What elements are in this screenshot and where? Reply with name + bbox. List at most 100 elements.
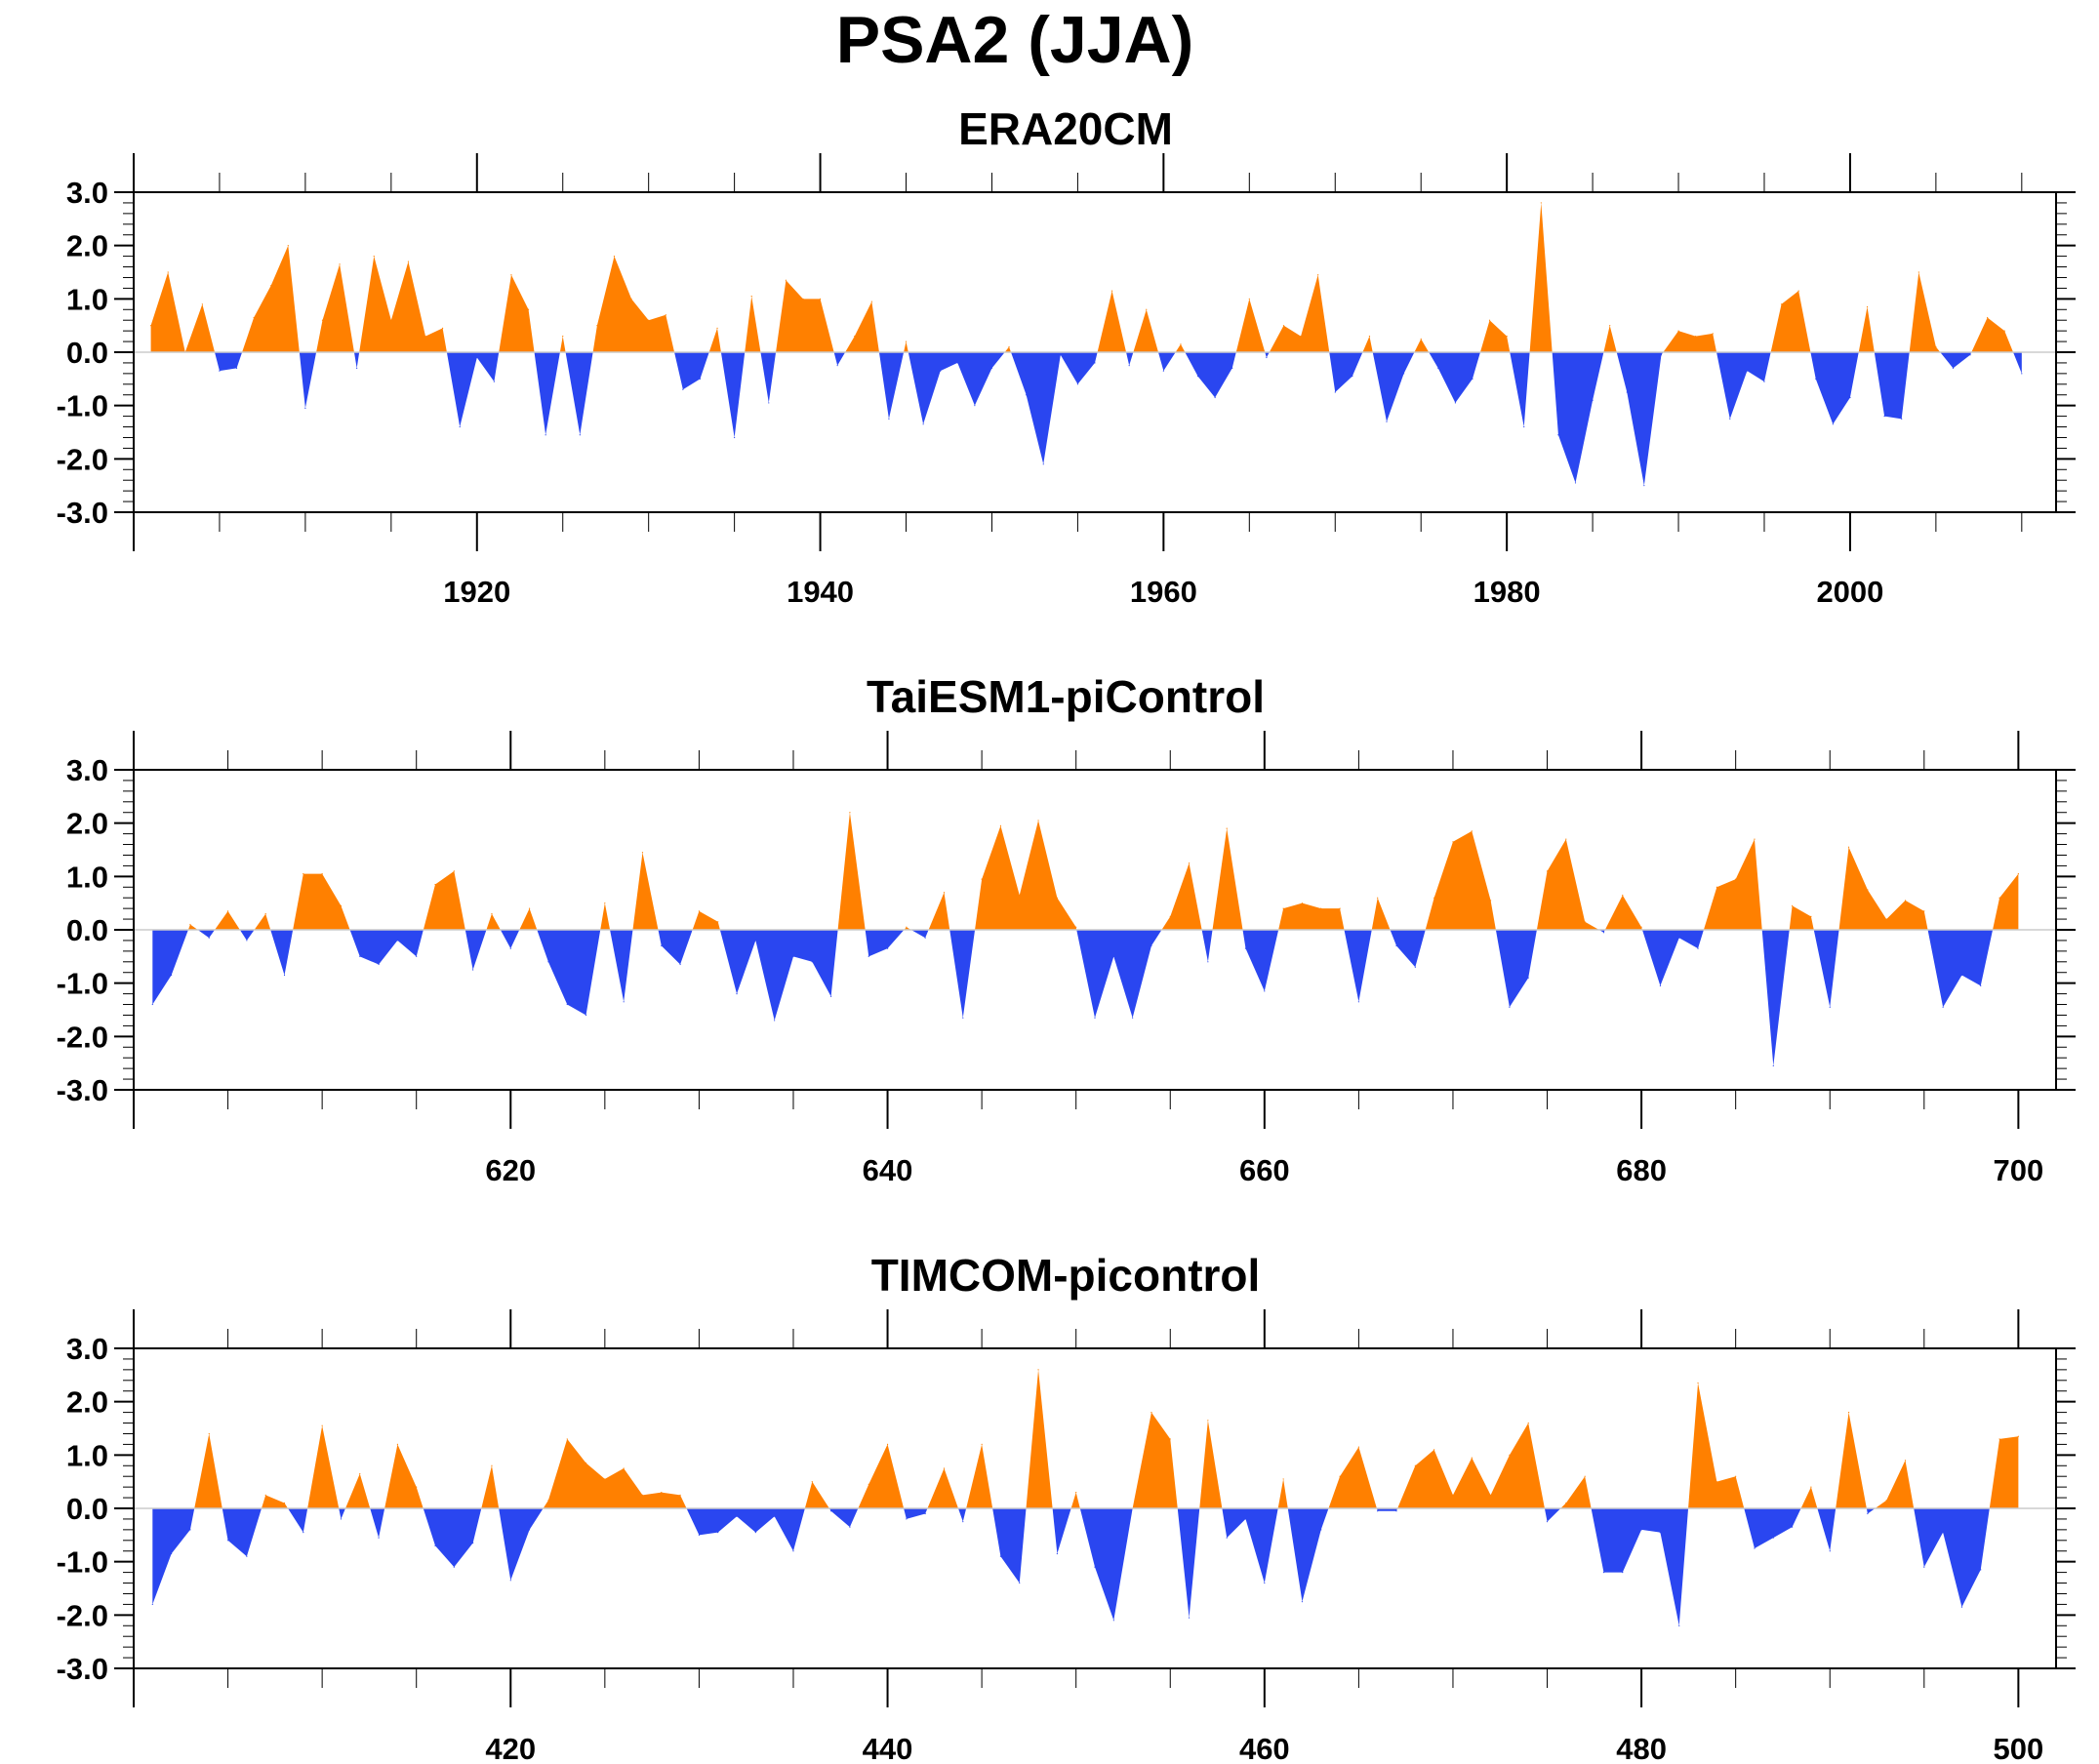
data-point <box>201 303 203 305</box>
data-point <box>1266 356 1268 359</box>
y-tick-label: 2.0 <box>66 1385 108 1420</box>
data-point <box>246 1555 248 1557</box>
positive-area <box>152 1369 2019 1508</box>
y-tick-label: 3.0 <box>66 176 108 210</box>
data-point <box>1626 391 1628 393</box>
data-point <box>1815 378 1817 380</box>
data-point <box>854 336 856 338</box>
data-point <box>613 256 616 258</box>
data-point <box>1772 1537 1774 1539</box>
data-point <box>1960 1606 1963 1608</box>
data-point <box>1592 399 1594 401</box>
data-point <box>661 944 663 947</box>
data-point <box>1244 1518 1247 1520</box>
data-point <box>1334 391 1336 393</box>
data-point <box>472 969 474 971</box>
data-point <box>1112 955 1114 957</box>
data-point <box>868 1483 869 1485</box>
data-point <box>1420 338 1422 340</box>
data-point <box>1414 1464 1416 1466</box>
data-point <box>1792 1526 1794 1528</box>
data-point <box>1244 947 1247 949</box>
data-point <box>868 955 869 957</box>
data-point <box>1935 345 1937 348</box>
data-point <box>1574 482 1577 484</box>
data-point <box>922 423 924 425</box>
data-point <box>1678 1624 1680 1626</box>
data-point <box>1489 900 1492 902</box>
data-point <box>974 405 976 407</box>
data-point <box>390 319 392 321</box>
data-point <box>1960 974 1963 977</box>
data-point <box>886 1443 889 1445</box>
data-point <box>956 362 958 364</box>
data-point <box>768 402 770 404</box>
y-tick-label: -2.0 <box>57 442 108 476</box>
x-tick-label: 1940 <box>787 575 854 609</box>
data-point <box>623 1467 625 1469</box>
data-point <box>596 325 598 327</box>
data-point <box>1602 1572 1605 1574</box>
x-tick-label: 1920 <box>443 575 510 609</box>
data-point <box>698 910 701 912</box>
data-point <box>208 1432 210 1435</box>
data-point <box>943 892 946 894</box>
data-point <box>1472 378 1473 380</box>
data-point <box>1754 1547 1756 1549</box>
y-tick-label: 2.0 <box>66 229 108 263</box>
data-point <box>1026 394 1028 396</box>
data-point <box>442 327 444 329</box>
data-point <box>1797 290 1799 292</box>
data-point <box>491 913 493 915</box>
data-point <box>396 940 398 942</box>
data-point <box>304 407 306 409</box>
data-point <box>235 367 238 369</box>
panel-title: ERA20CM <box>958 103 1173 154</box>
data-point <box>1640 926 1642 928</box>
data-point <box>736 1515 738 1517</box>
x-tick-label: 680 <box>1616 1153 1667 1187</box>
negative-area <box>152 1508 2019 1626</box>
data-point <box>774 1515 776 1517</box>
x-tick-label: 640 <box>863 1153 913 1187</box>
data-point <box>1969 354 1971 356</box>
data-point <box>717 1532 719 1534</box>
data-point <box>287 245 289 247</box>
data-point <box>1395 1510 1397 1512</box>
data-point <box>792 955 794 957</box>
data-point <box>924 1512 926 1515</box>
data-point <box>1094 1017 1096 1019</box>
data-point <box>1060 354 1062 356</box>
data-point <box>167 271 169 273</box>
y-tick-label: -1.0 <box>57 1545 108 1580</box>
data-point <box>1980 1569 1982 1571</box>
y-tick-label: -3.0 <box>57 496 108 530</box>
data-point <box>679 963 681 966</box>
data-point <box>476 356 478 359</box>
data-point <box>453 870 455 872</box>
y-tick-label: 1.0 <box>66 282 108 316</box>
data-point <box>246 940 248 942</box>
data-point <box>226 910 229 912</box>
data-point <box>1546 1521 1549 1523</box>
data-point <box>1414 966 1416 968</box>
data-point <box>999 824 1002 827</box>
data-point <box>283 974 286 977</box>
data-point <box>321 319 324 321</box>
data-point <box>1735 1475 1737 1477</box>
data-point <box>396 1443 398 1445</box>
data-point <box>1300 336 1302 338</box>
negative-area <box>150 352 2022 486</box>
data-point <box>1075 1492 1077 1494</box>
data-point <box>1094 362 1096 364</box>
data-point <box>623 1001 625 1003</box>
data-point <box>1169 915 1171 917</box>
data-point <box>378 1537 380 1539</box>
data-point <box>906 1518 908 1520</box>
data-point <box>151 1603 153 1605</box>
data-point <box>648 319 650 321</box>
data-point <box>1883 416 1885 418</box>
data-point <box>1754 838 1756 840</box>
data-point <box>1540 202 1542 204</box>
x-tick-label: 500 <box>1994 1732 2044 1764</box>
